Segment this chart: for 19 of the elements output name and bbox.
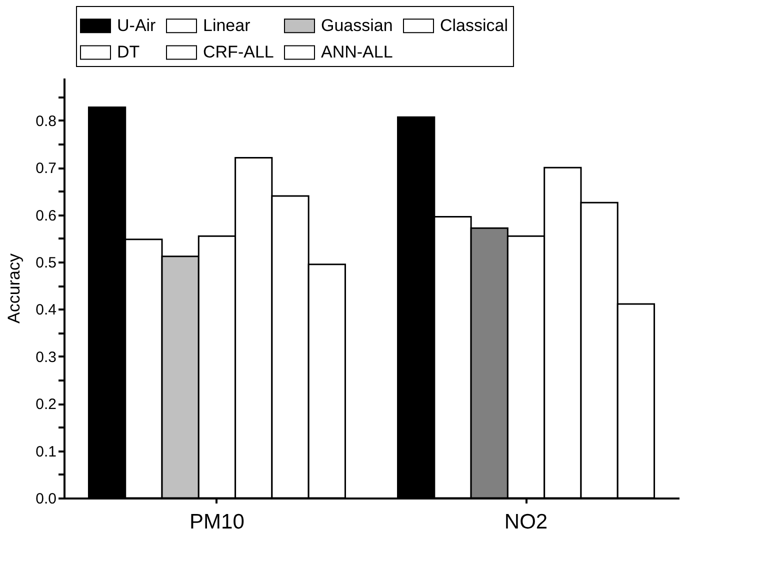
y-tick-label: 0.5 <box>36 254 56 272</box>
legend-label: CRF-ALL <box>203 42 274 62</box>
y-tick-label: 0.0 <box>36 490 56 508</box>
legend-label: U-Air <box>117 16 156 35</box>
x-tick-label: PM10 <box>190 510 244 534</box>
legend-label: Linear <box>203 16 251 35</box>
y-tick-label: 0.4 <box>36 302 56 319</box>
y-tick-label: 0.8 <box>36 112 56 130</box>
legend-label: DT <box>117 42 140 62</box>
legend-label: Classical <box>440 16 508 35</box>
y-axis-title: Accuracy <box>4 253 24 324</box>
y-tick-label: 0.3 <box>36 348 56 366</box>
y-tick-label: 0.1 <box>36 443 56 460</box>
legend-label: ANN-ALL <box>321 42 393 62</box>
legend-label: Guassian <box>321 16 393 35</box>
y-tick-label: 0.7 <box>36 160 56 178</box>
y-tick-label: 0.2 <box>36 396 56 414</box>
y-tick-label: 0.6 <box>36 207 56 224</box>
x-tick-label: NO2 <box>504 510 548 534</box>
